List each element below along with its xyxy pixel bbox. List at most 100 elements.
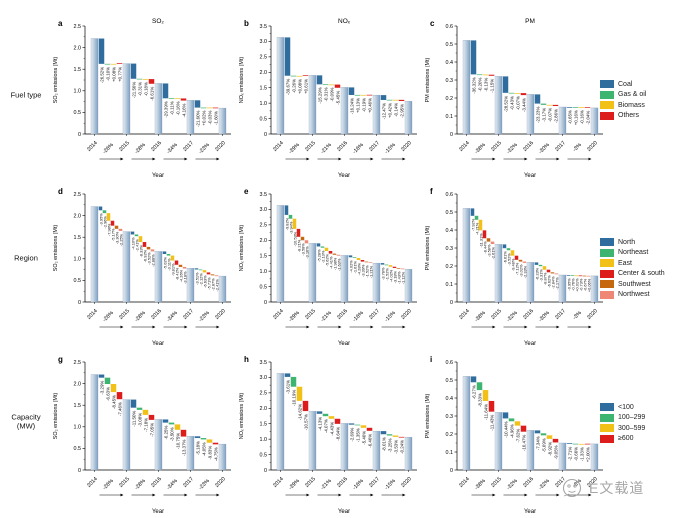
svg-text:-0.18%: -0.18% (143, 82, 148, 96)
svg-text:-3.51%: -3.51% (194, 272, 199, 285)
svg-text:-8.92%: -8.92% (547, 442, 552, 456)
total-bar-2015 (308, 75, 317, 135)
svg-text:2020: 2020 (214, 476, 227, 489)
panel-c: c PM 0 0.1 0.2 0.3 0.4 0.5 0.6 PM emissions (Mt) 2… (422, 16, 608, 182)
svg-text:-38%: -38% (474, 478, 487, 491)
svg-text:2017: 2017 (182, 308, 195, 321)
svg-text:-21%: -21% (320, 478, 333, 491)
svg-text:-6.63%: -6.63% (202, 275, 207, 288)
waterfall-segment (542, 266, 547, 270)
total-bar-2020 (590, 443, 599, 471)
waterfall-segment (572, 443, 579, 445)
svg-text:-32%: -32% (506, 310, 519, 323)
svg-text:-2.88%: -2.88% (150, 254, 155, 267)
waterfall-segment (316, 411, 323, 414)
waterfall-segment (506, 248, 511, 251)
svg-text:2020: 2020 (586, 140, 599, 153)
y-axis-label: PM emissions (Mt) (425, 225, 431, 270)
svg-text:-3%: -3% (572, 310, 583, 321)
waterfall-segment (366, 427, 373, 431)
waterfall-segment (392, 435, 399, 437)
svg-text:2016: 2016 (522, 476, 535, 489)
svg-text:2016: 2016 (150, 308, 163, 321)
panel-e-chart: e 0 0.5 1.0 1.5 2.0 2.5 3.0 3.5 NOₓ emissions (Mt… (239, 187, 417, 347)
svg-text:2.5: 2.5 (260, 223, 268, 229)
svg-text:-5.17%: -5.17% (110, 228, 115, 241)
waterfall-segment (380, 431, 387, 435)
svg-text:2017: 2017 (554, 308, 567, 321)
waterfall-segment (142, 409, 149, 415)
waterfall-segment (388, 265, 393, 267)
waterfall-segment (534, 94, 541, 104)
svg-text:3.5: 3.5 (260, 24, 268, 30)
svg-text:2.0: 2.0 (260, 70, 268, 76)
y-axis-label: PM emissions (Mt) (425, 57, 431, 102)
svg-text:-8.21%: -8.21% (296, 239, 301, 252)
waterfall-segment (572, 107, 579, 108)
waterfall-segment (502, 412, 509, 419)
waterfall-segment (194, 100, 201, 108)
svg-text:2016: 2016 (522, 140, 535, 153)
legend-label: <100 (618, 403, 634, 411)
legend-item: 100–299 (600, 413, 646, 422)
svg-text:-1.60%: -1.60% (213, 111, 218, 125)
waterfall-segment (106, 213, 111, 221)
legend-item: Others (600, 111, 646, 120)
waterfall-segment (368, 262, 373, 264)
svg-text:-7.18%: -7.18% (143, 418, 148, 432)
legend-fuel: Coal Gas & oil Biomass Others (600, 80, 646, 122)
waterfall-segment (328, 84, 335, 86)
waterfall-segment (354, 424, 361, 426)
legend-swatch-icon (600, 238, 614, 246)
svg-text:2020: 2020 (400, 476, 413, 489)
svg-text:-7.62%: -7.62% (515, 429, 520, 443)
waterfall-segment (316, 75, 323, 85)
waterfall-segment (578, 107, 585, 108)
waterfall-segment (194, 436, 201, 439)
svg-text:-8.42%: -8.42% (174, 267, 179, 280)
svg-text:2017: 2017 (182, 140, 195, 153)
total-bar-2015 (308, 243, 317, 303)
legend-swatch-icon (600, 111, 614, 120)
waterfall-segment (354, 94, 361, 96)
svg-text:-0.95%: -0.95% (566, 278, 571, 291)
svg-text:-3.29%: -3.29% (99, 381, 104, 395)
svg-text:-28.52%: -28.52% (503, 96, 508, 112)
waterfall-segment (554, 273, 559, 275)
waterfall-segment (288, 214, 293, 219)
waterfall-segment (586, 275, 591, 277)
svg-text:1.5: 1.5 (260, 254, 268, 260)
legend-item: Gas & oil (600, 90, 646, 99)
panel-b: b NOₓ 0 0.5 1.0 1.5 2.0 2.5 3.0 3.5 NOₓ emissions … (236, 16, 422, 182)
svg-text:+0.01%: +0.01% (574, 278, 579, 292)
svg-text:2015: 2015 (490, 476, 503, 489)
svg-text:-9.82%: -9.82% (284, 217, 289, 230)
waterfall-segment (134, 234, 139, 237)
svg-text:-6.63%: -6.63% (105, 387, 110, 401)
panel-h: h 0 0.5 1.0 1.5 2.0 2.5 3.0 3.5 NOₓ emissions (Mt… (236, 352, 422, 518)
waterfall-segment (384, 264, 389, 266)
y-axis-label: SO₂ emissions (Mt) (53, 393, 59, 440)
svg-text:-10.47%: -10.47% (521, 435, 526, 451)
svg-text:-1.63%: -1.63% (336, 258, 341, 271)
svg-text:-4.07%: -4.07% (323, 419, 328, 433)
total-bar-2017 (186, 100, 195, 135)
svg-text:+0.61%: +0.61% (303, 79, 308, 94)
waterfall-segment (352, 257, 357, 259)
legend-label: 100–299 (618, 414, 646, 421)
svg-text:0.6: 0.6 (446, 192, 454, 198)
waterfall-segment (110, 383, 117, 393)
legend-swatch-icon (600, 434, 614, 443)
waterfall-segment (302, 400, 309, 412)
svg-text:-21.56%: -21.56% (131, 82, 136, 98)
svg-text:-3.39%: -3.39% (360, 264, 365, 277)
svg-text:2016: 2016 (336, 476, 349, 489)
svg-text:0.2: 0.2 (446, 264, 454, 270)
svg-text:-0.66%: -0.66% (573, 447, 578, 461)
waterfall-segment (380, 263, 385, 265)
svg-text:-9.81%: -9.81% (170, 263, 175, 276)
svg-text:2020: 2020 (214, 140, 227, 153)
total-bar-2015 (494, 244, 503, 303)
waterfall-segment (476, 74, 483, 76)
svg-text:-15.29%: -15.29% (317, 87, 322, 103)
